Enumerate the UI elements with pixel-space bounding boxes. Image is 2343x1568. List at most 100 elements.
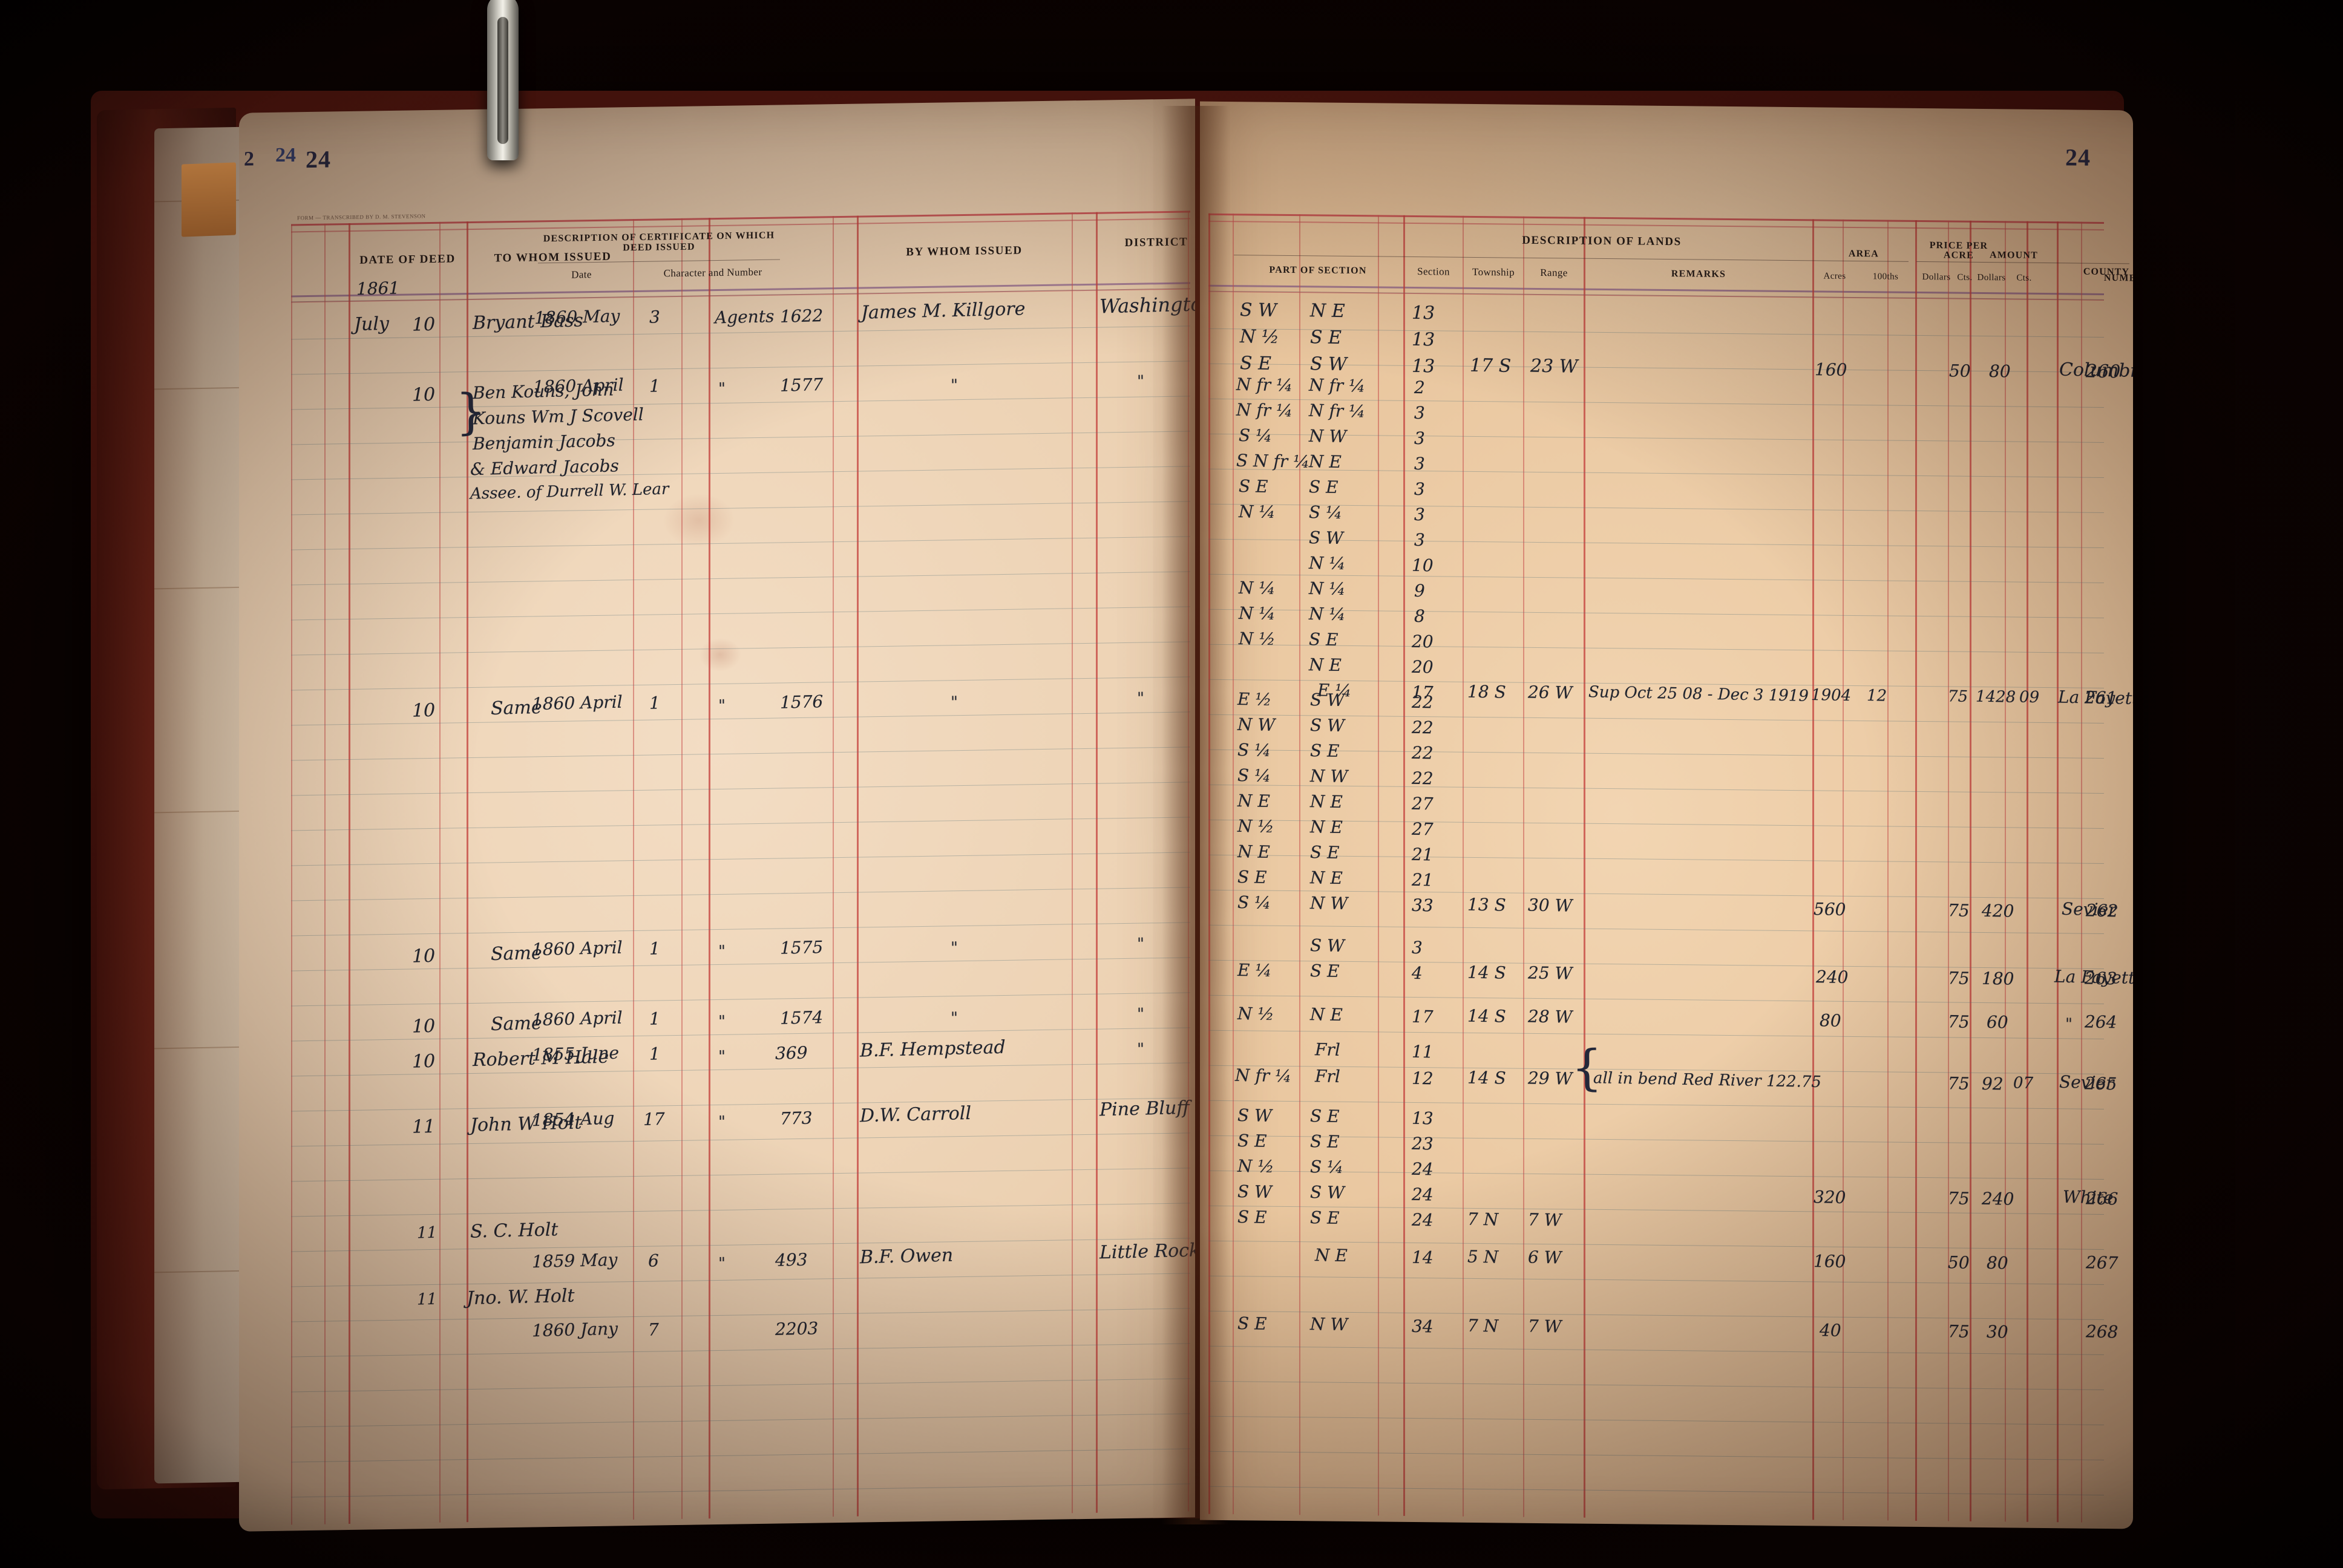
entry-6-land-0-part-a: S W (1237, 1105, 1273, 1126)
entry-5-by-whom: B.F. Hempstead (859, 1036, 1006, 1062)
entry-0-land-0-part-a: S W (1239, 299, 1277, 322)
entry-1-land-6-part-b: S W (1308, 528, 1344, 549)
index-tab-marker[interactable] (182, 162, 236, 237)
entry-6-number: 266 (2085, 1188, 2119, 1209)
entry-3-deed-day: 10 (411, 945, 436, 967)
entry-1-land-10-part-b: S E (1308, 629, 1339, 650)
entry-6-land-2-part-b: S ¼ (1309, 1157, 1344, 1178)
header-date-of-deed: DATE OF DEED (359, 252, 456, 267)
entry-7-cert-date: 1859 May (531, 1249, 618, 1272)
entry-0-land-2-part-a: S E (1239, 353, 1272, 374)
entry-0-price-cents: 50 (1948, 361, 1971, 381)
entry-1-cert-day: 1 (649, 376, 660, 396)
entry-1-district: " (1136, 372, 1146, 391)
entry-5-district: " (1136, 1040, 1146, 1059)
entry-6-land-4-township: 7 N (1467, 1209, 1499, 1230)
entry-4-land-0-township: 14 S (1467, 1005, 1506, 1027)
entry-5-cert-day: 1 (649, 1044, 660, 1064)
header-by-whom-issued: BY WHOM ISSUED (906, 244, 1023, 259)
entry-6-district: Pine Bluff (1099, 1097, 1190, 1121)
entry-3-land-0-part-b: S W (1309, 935, 1345, 956)
entry-2-land-4-part-a: N E (1237, 790, 1270, 811)
entry-1-land-4-section: 3 (1414, 479, 1425, 500)
entry-2-land-0-section: 22 (1411, 691, 1434, 713)
entry-1-cert-character: " (718, 379, 727, 399)
entry-1-land-2-part-b: N W (1308, 426, 1347, 447)
entry-7-price-cents: 50 (1947, 1252, 1970, 1273)
entry-2-land-2-part-b: S E (1309, 740, 1340, 762)
form-fine-print: FORM — TRANSCRIBED BY D. M. STEVENSON (297, 213, 426, 221)
entry-4-cert-character: " (718, 1012, 727, 1031)
entry-1-land-5-part-b: S ¼ (1308, 502, 1343, 523)
entry-1-land-3-part-a: S N fr ¼ (1236, 450, 1310, 472)
entry-4-county: " (2065, 1015, 2074, 1034)
entry-8-number: 268 (2085, 1321, 2119, 1342)
entry-1-land-0-part-b: N fr ¼ (1308, 374, 1366, 396)
entry-5-remarks: all in bend Red River 122.75 (1593, 1069, 1822, 1092)
entry-8-land-0-township: 7 N (1467, 1315, 1499, 1336)
entry-1-land-10-part-a: N ½ (1238, 628, 1276, 650)
header-area-acres: Acres (1823, 271, 1846, 281)
entry-4-by-whom: " (950, 1009, 960, 1028)
entry-4-land-0-range: 28 W (1527, 1006, 1573, 1027)
header-part-of-section: PART OF SECTION (1269, 264, 1367, 276)
entry-2-land-5-part-b: N E (1309, 817, 1343, 838)
header-amount-cents: Cts. (2016, 273, 2032, 283)
entry-1-land-2-part-a: S ¼ (1238, 425, 1273, 446)
entry-6-land-3-part-b: S W (1309, 1182, 1345, 1203)
entry-3-district: " (1136, 935, 1146, 953)
entry-5-number: 265 (2084, 1073, 2117, 1094)
entry-3-cert-number: 1575 (779, 937, 824, 958)
header-certificate-character: Character and Number (663, 266, 762, 279)
left-page: 1 2 24 FORM — TRANSCRIBED BY D. M. STEVE… (239, 99, 1195, 1532)
entry-3-land-1-part-a: E ¼ (1237, 959, 1272, 981)
entry-4-land-0-part-b: N E (1309, 1004, 1343, 1025)
entry-2-land-1-section: 22 (1411, 717, 1434, 738)
entry-1-hundredths: 12 (1866, 687, 1887, 705)
entry-2-land-4-section: 27 (1411, 793, 1434, 814)
entry-7-cert-number: 493 (775, 1249, 808, 1270)
entry-3-cert-character: " (718, 942, 727, 961)
entry-3-by-whom: " (950, 939, 960, 958)
entry-5-land-1-township: 14 S (1467, 1067, 1506, 1088)
entry-3-land-1-township: 14 S (1467, 962, 1506, 983)
entry-2-cert-number: 1576 (779, 691, 824, 713)
entry-6-land-2-part-a: N ½ (1237, 1155, 1274, 1177)
entry-1-to-whom-3: & Edward Jacobs (470, 456, 619, 480)
entry-2-land-6-section: 21 (1411, 844, 1434, 865)
entry-1-to-whom-2: Benjamin Jacobs (472, 430, 615, 454)
entry-5-price-cents: 75 (1947, 1073, 1970, 1094)
entry-1-cert-number: 1577 (779, 374, 824, 396)
entry-5-cert-number: 369 (775, 1042, 808, 1063)
entry-0-acres: 160 (1814, 359, 1847, 381)
entry-0-land-1-section: 13 (1411, 328, 1435, 351)
right-ruled-sheet: DESCRIPTION OF LANDS PART OF SECTION Sec… (1208, 213, 2133, 1523)
edge-tab-2[interactable]: 2 (244, 148, 254, 171)
entry-2-land-0-part-b: S W (1309, 690, 1345, 711)
entry-1-land-8-section: 9 (1414, 580, 1425, 601)
entry-6-cert-day: 17 (643, 1109, 665, 1129)
entry-0-land-2-part-b: S W (1309, 353, 1348, 376)
entry-2-land-1-part-a: N W (1237, 714, 1276, 736)
entry-2-land-5-part-a: N ½ (1237, 815, 1274, 837)
entry-2-land-8-part-a: S ¼ (1237, 892, 1271, 913)
entry-5-deed-day: 10 (411, 1050, 436, 1073)
entry-1-land-1-part-b: N fr ¼ (1308, 400, 1366, 422)
entry-1-to-whom-1: Kouns Wm J Scovell (472, 404, 644, 429)
entry-4-cert-number: 1574 (779, 1007, 824, 1028)
entry-5-land-0-section: 11 (1411, 1041, 1434, 1062)
entry-2-by-whom: " (950, 693, 960, 712)
header-section: Section (1417, 266, 1450, 278)
year-heading: 1861 (356, 278, 400, 299)
entry-1-land-11-section: 20 (1411, 656, 1434, 678)
entry-2-land-3-part-a: S ¼ (1237, 765, 1271, 786)
entry-3-price-cents: 75 (1947, 968, 1970, 988)
header-certificate-group: DESCRIPTION OF CERTIFICATE ON WHICH DEED… (543, 230, 775, 253)
entry-1-land-9-part-a: N ¼ (1238, 603, 1276, 624)
binder-clip[interactable] (487, 0, 519, 160)
edge-tab-24[interactable]: 24 (275, 144, 296, 166)
entry-6-land-4-section: 24 (1411, 1209, 1434, 1230)
entry-2-land-5-section: 27 (1411, 818, 1434, 840)
entry-1-land-8-part-b: N ¼ (1308, 578, 1346, 599)
